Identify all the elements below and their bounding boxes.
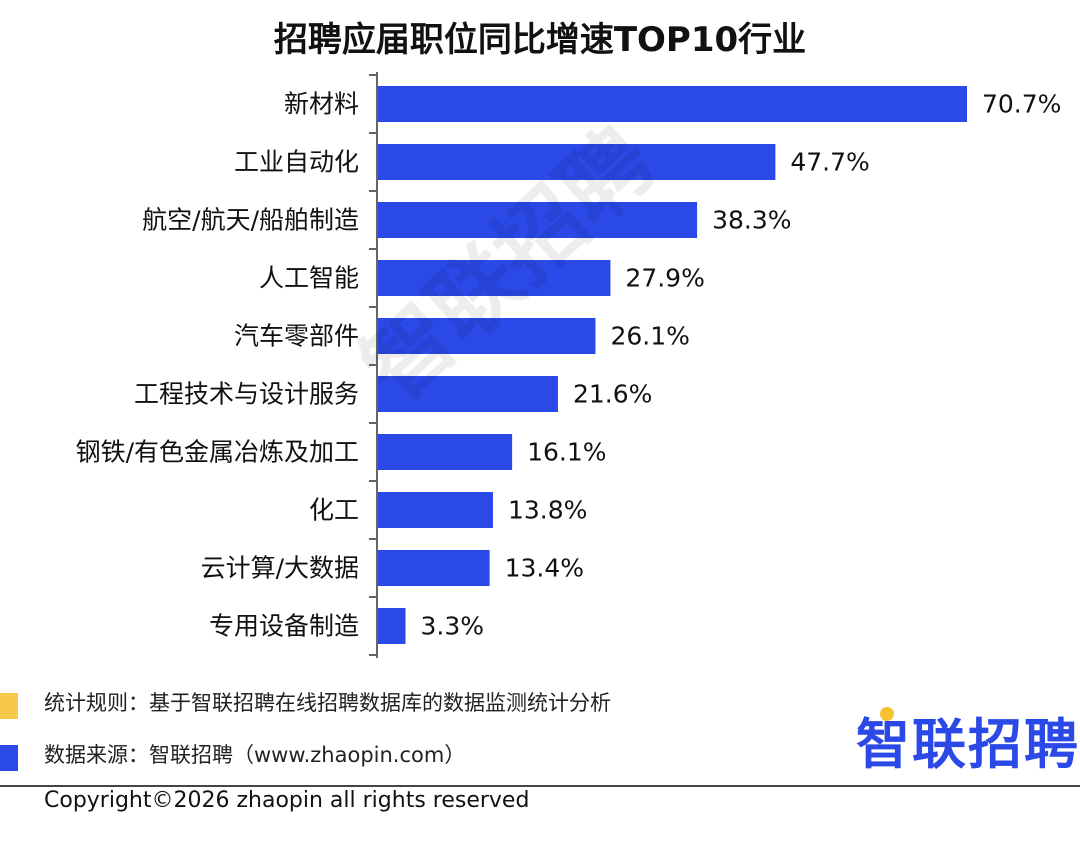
value-label: 27.9% (625, 264, 704, 293)
category-label: 工业自动化 (234, 148, 359, 177)
category-label: 工程技术与设计服务 (134, 380, 359, 409)
category-label: 专用设备制造 (209, 612, 359, 641)
value-label: 38.3% (712, 206, 791, 235)
note-rule-text: 统计规则：基于智联招聘在线招聘数据库的数据监测统计分析 (44, 691, 611, 715)
bar (378, 144, 776, 180)
category-label: 汽车零部件 (234, 322, 359, 351)
bar (378, 202, 698, 238)
footer-divider (0, 785, 1080, 787)
value-label: 3.3% (420, 612, 484, 641)
chart-title: 招聘应届职位同比增速TOP10行业 (273, 20, 807, 60)
note-source-text: 数据来源：智联招聘（www.zhaopin.com） (44, 743, 466, 767)
category-label: 人工智能 (259, 264, 359, 293)
logo-accent-dot (880, 707, 894, 721)
bar-chart: 新材料 70.7% 工业自动化 47.7% 航空/航天/船舶制造 38.3% 人工智能 27.… (76, 72, 1061, 658)
value-label: 16.1% (527, 438, 606, 467)
bar (378, 434, 513, 470)
note-source-swatch (0, 745, 18, 771)
bar (378, 550, 490, 586)
bar (378, 86, 967, 122)
category-label: 新材料 (284, 90, 359, 119)
note-rule-swatch (0, 693, 18, 719)
value-label: 70.7% (982, 90, 1061, 119)
value-label: 26.1% (610, 322, 689, 351)
bar (378, 492, 493, 528)
value-label: 13.8% (508, 496, 587, 525)
bar (378, 376, 558, 412)
bar (378, 608, 406, 644)
bar (378, 318, 596, 354)
zhaopin-logo: 智联招聘 (856, 713, 1080, 776)
category-label: 云计算/大数据 (201, 554, 359, 583)
value-label: 13.4% (505, 554, 584, 583)
category-label: 钢铁/有色金属冶炼及加工 (76, 438, 359, 467)
copyright: Copyright©2026 zhaopin all rights reserv… (44, 788, 530, 813)
category-label: 航空/航天/船舶制造 (142, 206, 359, 235)
value-label: 47.7% (790, 148, 869, 177)
value-label: 21.6% (573, 380, 652, 409)
category-label: 化工 (309, 496, 359, 525)
bar (378, 260, 611, 296)
